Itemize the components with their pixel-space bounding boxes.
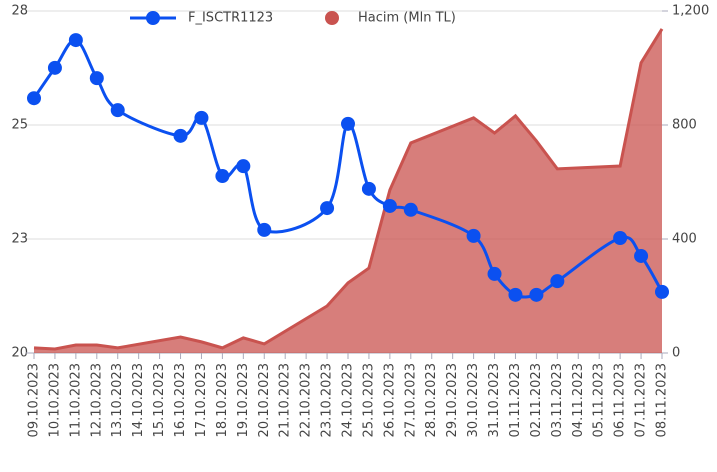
- x-tick-label: 31.10.2023: [487, 363, 502, 437]
- x-tick-label: 13.10.2023: [110, 363, 125, 437]
- x-tick-label: 03.11.2023: [550, 363, 565, 437]
- x-tick-label: 29.10.2023: [445, 363, 460, 437]
- price-marker: [320, 201, 335, 216]
- price-marker: [89, 71, 104, 86]
- x-tick-label: 10.10.2023: [47, 363, 62, 437]
- x-tick-label: 05.11.2023: [592, 363, 607, 437]
- legend-item: Hacim (Mln TL): [325, 11, 456, 26]
- y-tick-label: 25: [11, 118, 28, 133]
- price-marker: [341, 116, 355, 131]
- x-tick-label: 21.10.2023: [278, 363, 293, 437]
- price-marker: [508, 287, 523, 302]
- y-tick-label: 23: [11, 231, 28, 246]
- x-tick-label: 09.10.2023: [27, 363, 42, 437]
- x-tick-label: 07.11.2023: [634, 363, 649, 437]
- x-tick-label: 14.10.2023: [131, 363, 146, 437]
- x-tick-label: 04.11.2023: [571, 363, 586, 437]
- price-marker: [47, 60, 62, 75]
- price-marker: [550, 274, 565, 289]
- legend-label: F_ISCTR1123: [188, 11, 273, 26]
- x-tick-label: 18.10.2023: [215, 363, 230, 437]
- y2-tick-label: 400: [672, 232, 697, 247]
- x-tick-label: 11.10.2023: [68, 363, 83, 437]
- legend-marker: [146, 11, 160, 25]
- price-marker: [382, 198, 397, 213]
- x-tick-label: 27.10.2023: [403, 363, 418, 437]
- price-marker: [194, 110, 209, 125]
- y-tick-label: 28: [11, 4, 28, 19]
- x-tick-label: 06.11.2023: [613, 363, 628, 437]
- price-marker: [403, 202, 418, 217]
- price-marker: [613, 231, 628, 246]
- price-marker: [529, 287, 544, 302]
- x-tick-label: 25.10.2023: [361, 363, 376, 437]
- price-marker: [68, 33, 83, 48]
- x-tick-label: 15.10.2023: [152, 363, 167, 437]
- x-tick-label: 01.11.2023: [508, 363, 523, 437]
- x-tick-label: 08.11.2023: [655, 363, 670, 437]
- y2-tick-label: 0: [672, 346, 680, 361]
- price-marker: [173, 128, 188, 143]
- y2-tick-label: 1,200: [672, 4, 709, 19]
- x-tick-label: 16.10.2023: [173, 363, 188, 437]
- price-marker: [655, 284, 669, 299]
- price-marker: [487, 266, 502, 281]
- price-marker: [257, 222, 272, 237]
- price-marker: [236, 159, 251, 174]
- x-tick-label: 24.10.2023: [341, 363, 356, 437]
- x-tick-label: 12.10.2023: [89, 363, 104, 437]
- legend-marker: [325, 11, 339, 25]
- x-tick-label: 20.10.2023: [257, 363, 272, 437]
- x-tick-label: 26.10.2023: [382, 363, 397, 437]
- price-marker: [215, 169, 230, 184]
- x-tick-label: 02.11.2023: [529, 363, 544, 437]
- price-marker: [27, 91, 41, 106]
- y2-tick-label: 800: [672, 118, 697, 133]
- volume-edge: [33, 28, 664, 351]
- x-tick-label: 30.10.2023: [466, 363, 481, 437]
- volume-area: [34, 28, 662, 354]
- y-tick-label: 20: [11, 346, 28, 361]
- legend-item: F_ISCTR1123: [130, 11, 273, 26]
- x-tick-label: 17.10.2023: [194, 363, 209, 437]
- price-marker: [110, 103, 125, 118]
- x-tick-label: 28.10.2023: [424, 363, 439, 437]
- x-tick-label: 22.10.2023: [299, 363, 314, 437]
- x-tick-label: 19.10.2023: [236, 363, 251, 437]
- price-marker: [361, 181, 376, 196]
- price-marker: [634, 248, 649, 263]
- legend-label: Hacim (Mln TL): [358, 11, 456, 26]
- price-marker: [466, 228, 481, 243]
- x-tick-label: 23.10.2023: [320, 363, 335, 437]
